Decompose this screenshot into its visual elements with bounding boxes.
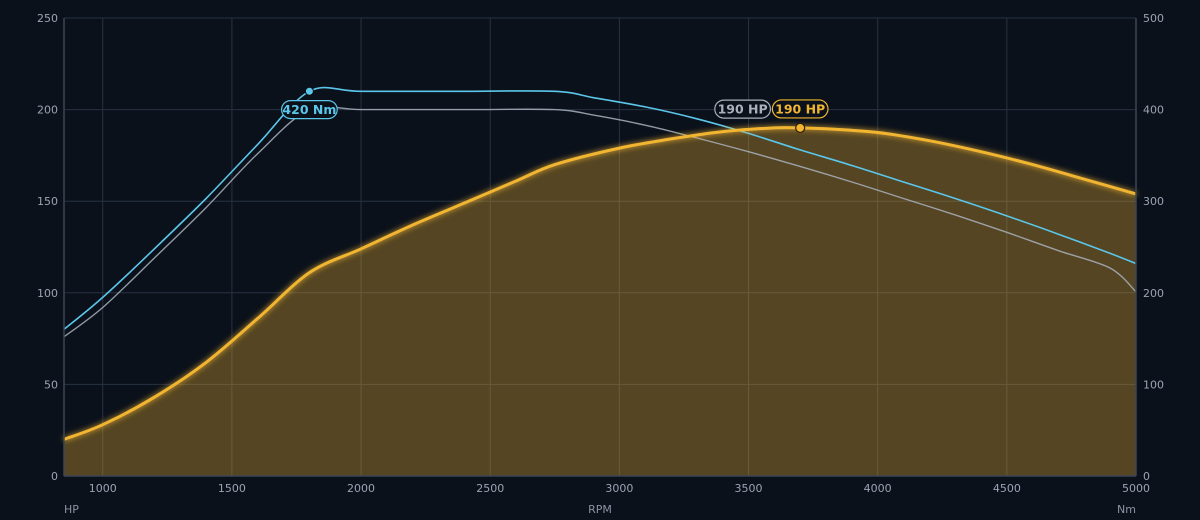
x-tick-label: 4500 (993, 482, 1021, 495)
y2-tick-label: 0 (1143, 470, 1150, 483)
x-tick-label: 2000 (347, 482, 375, 495)
power-line (63, 126, 1137, 441)
torque-peak-marker (304, 86, 314, 96)
axes (63, 18, 1137, 477)
x-tick-label: 5000 (1122, 482, 1150, 495)
y2-tick-label: 500 (1143, 12, 1164, 25)
y-tick-label: 150 (37, 195, 58, 208)
torque-peak-label-box (280, 99, 338, 120)
y-tick-label: 0 (51, 470, 58, 483)
power-peak-label-text: 190 HP (775, 101, 825, 116)
x-tick-label: 2500 (476, 482, 504, 495)
y-tick-label: 200 (37, 104, 58, 117)
x-tick-label: 4000 (864, 482, 892, 495)
power-peak-label: 190 HP (771, 99, 829, 119)
baseline-peak-label-box (714, 99, 772, 119)
y2-tick-label: 300 (1143, 195, 1164, 208)
power-peak-label-box (771, 99, 829, 119)
x-tick-label: 3500 (735, 482, 763, 495)
annotations: 420 Nm 190 HP 190 HP (280, 86, 829, 134)
power-area (64, 127, 1136, 477)
power-peak-marker (795, 122, 806, 134)
tick-labels: 1000 1500 2000 2500 3000 3500 4000 4500 50000501… (37, 12, 1164, 495)
y2-tick-label: 100 (1143, 378, 1164, 391)
baseline-peak-label: 190 HP (714, 99, 772, 119)
x-tick-label: 1500 (218, 482, 246, 495)
y-tick-label: 100 (37, 287, 58, 300)
x-tick-label: 3000 (605, 482, 633, 495)
y2-tick-label: 400 (1143, 104, 1164, 117)
x-tick-label: 1000 (89, 482, 117, 495)
y-tick-label: 50 (44, 378, 58, 391)
y-axis-label: HP (64, 503, 79, 516)
baseline-peak-label-text: 190 HP (718, 102, 768, 117)
y2-tick-label: 200 (1143, 287, 1164, 300)
torque-peak-label: 420 Nm (280, 99, 338, 120)
baseline-line (63, 105, 1137, 338)
torque-line (63, 86, 1137, 331)
x-axis-label: RPM (588, 503, 612, 516)
torque-peak-label-text: 420 Nm (282, 102, 336, 117)
y2-axis-label: Nm (1117, 503, 1136, 516)
y-tick-label: 250 (37, 12, 58, 25)
